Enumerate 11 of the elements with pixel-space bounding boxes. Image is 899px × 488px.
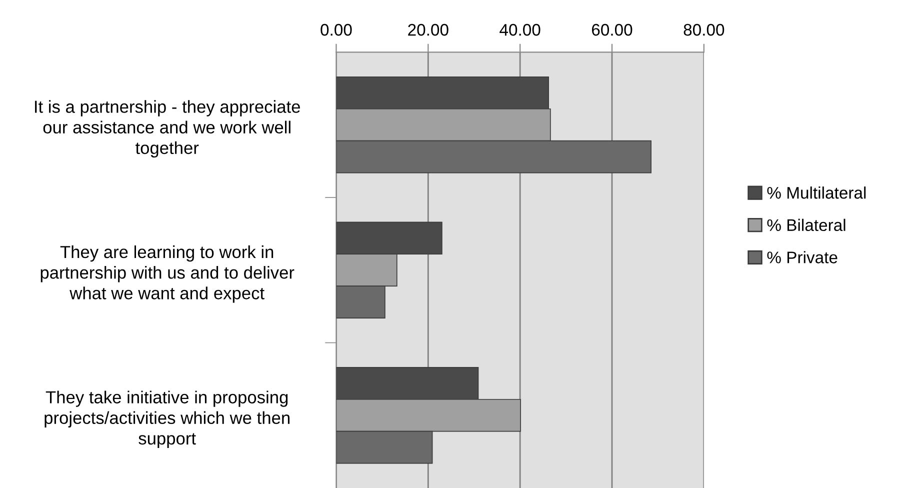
legend-label: % Multilateral [767,186,866,199]
y-tick-label: They take initiative in proposing projects/activities which we then support [44,390,290,448]
x-tick-label: 60.00 [592,24,632,36]
x-tick-label: 40.00 [500,24,540,36]
x-tick-label: 20.00 [408,24,448,36]
legend-label: % Private [767,251,838,264]
legend-label: % Bilateral [767,218,846,232]
y-tick-label: They are learning to work in partnership with us and to deliver what we want and expect [40,245,294,303]
x-tick-label: 80.00 [684,24,724,36]
y-tick-label: It is a partnership - they appreciate our assistance and we work well together [35,100,300,158]
x-tick-label: 0.00 [320,24,352,36]
